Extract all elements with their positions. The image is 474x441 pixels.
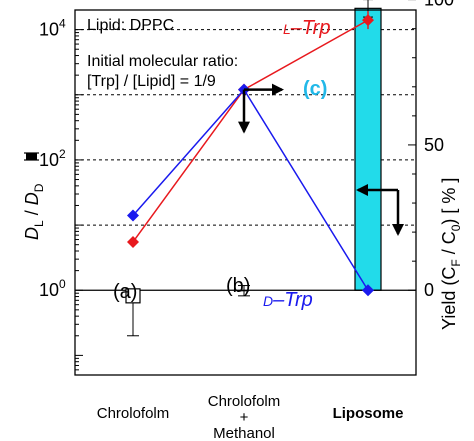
series-point-1-2 (362, 284, 374, 297)
right-axis-label: Yield (CF / C0) [ % ] (439, 178, 463, 330)
series-line-1 (132, 88, 369, 291)
left-axis-label-text: DL / DD (22, 183, 46, 240)
left-tick-base: 10 (39, 280, 59, 300)
x-category-label-1: Chrolofolm + Methanol (208, 393, 281, 441)
left-axis-label-slash: / (22, 205, 42, 220)
left-axis-legend-glyph (26, 153, 37, 160)
right-axis-label-sub2: 0 (449, 224, 463, 231)
right-axis-label-a: Yield (C (439, 267, 459, 330)
x-category-label-0: Chrolofolm (97, 405, 170, 422)
left-axis-label-main2: D (22, 192, 42, 205)
series-label-suffix: –Trp (272, 289, 313, 311)
annotation-lipid: Lipid: DPPC (87, 17, 174, 34)
left-axis-label-sub2: D (32, 183, 46, 192)
left-tick-exp: 4 (59, 17, 66, 31)
arrow-left-axis-c-head (356, 184, 368, 196)
x-category-label-line: Chrolofolm (97, 405, 170, 422)
yield-bar-layer (354, 0, 382, 291)
annotation-ratio-line2: [Trp] / [Lipid] = 1/9 (87, 73, 216, 90)
left-axis-label-sub: L (32, 220, 46, 227)
series-label-d-trp: D–Trp (263, 289, 313, 311)
left-tick-exp: 0 (59, 277, 66, 291)
series-layer (125, 11, 404, 337)
series-label-suffix: –Trp (290, 17, 331, 39)
left-tick-exp: 2 (59, 147, 66, 161)
annotation-panel-b: (b) (226, 275, 250, 297)
plot-border (74, 9, 417, 376)
x-category-label-line: + (240, 409, 249, 426)
x-category-label-line: Liposome (333, 405, 404, 422)
left-tick-base: 10 (39, 20, 59, 40)
right-axis-label-end: ) [ % ] (439, 178, 459, 225)
arrow-down-c-head (392, 224, 404, 236)
annotation-ratio-line1: Initial molecular ratio: (87, 53, 238, 70)
x-category-label-line: Chrolofolm (208, 393, 281, 410)
annotation-panel-a: (a) (113, 281, 137, 303)
annotation-panel-c: (c) (303, 78, 327, 100)
left-tick-base: 10 (39, 150, 59, 170)
right-axis-label-mid: / C (439, 231, 459, 259)
right-axis-label-sub1: F (449, 259, 463, 266)
right-tick-label: 50 (424, 135, 444, 155)
arrow-down-b-head (238, 121, 250, 134)
series-label-prefix: D (263, 293, 273, 309)
series-point-1-0 (127, 209, 139, 222)
right-tick-label: 0 (424, 280, 434, 300)
series-label-l-trp: L–Trp (283, 17, 330, 39)
left-tick-label: 104 (39, 17, 66, 40)
left-axis-label-main: D (22, 227, 42, 240)
arrow-right-axis-b-head (272, 83, 284, 96)
ratio-point-square (125, 288, 141, 304)
left-tick-label: 102 (39, 147, 66, 170)
left-axis-label: DL / DD (22, 152, 46, 240)
x-category-label-line: Methanol (213, 425, 275, 441)
left-tick-label: 100 (39, 277, 66, 300)
x-category-label-2: Liposome (333, 405, 404, 422)
series-label-prefix: L (283, 21, 291, 37)
right-tick-label: 100 (424, 0, 454, 10)
right-axis-label-text: Yield (CF / C0) [ % ] (439, 178, 463, 330)
yield-bar (354, 7, 382, 291)
series-point-0-0 (127, 235, 139, 248)
